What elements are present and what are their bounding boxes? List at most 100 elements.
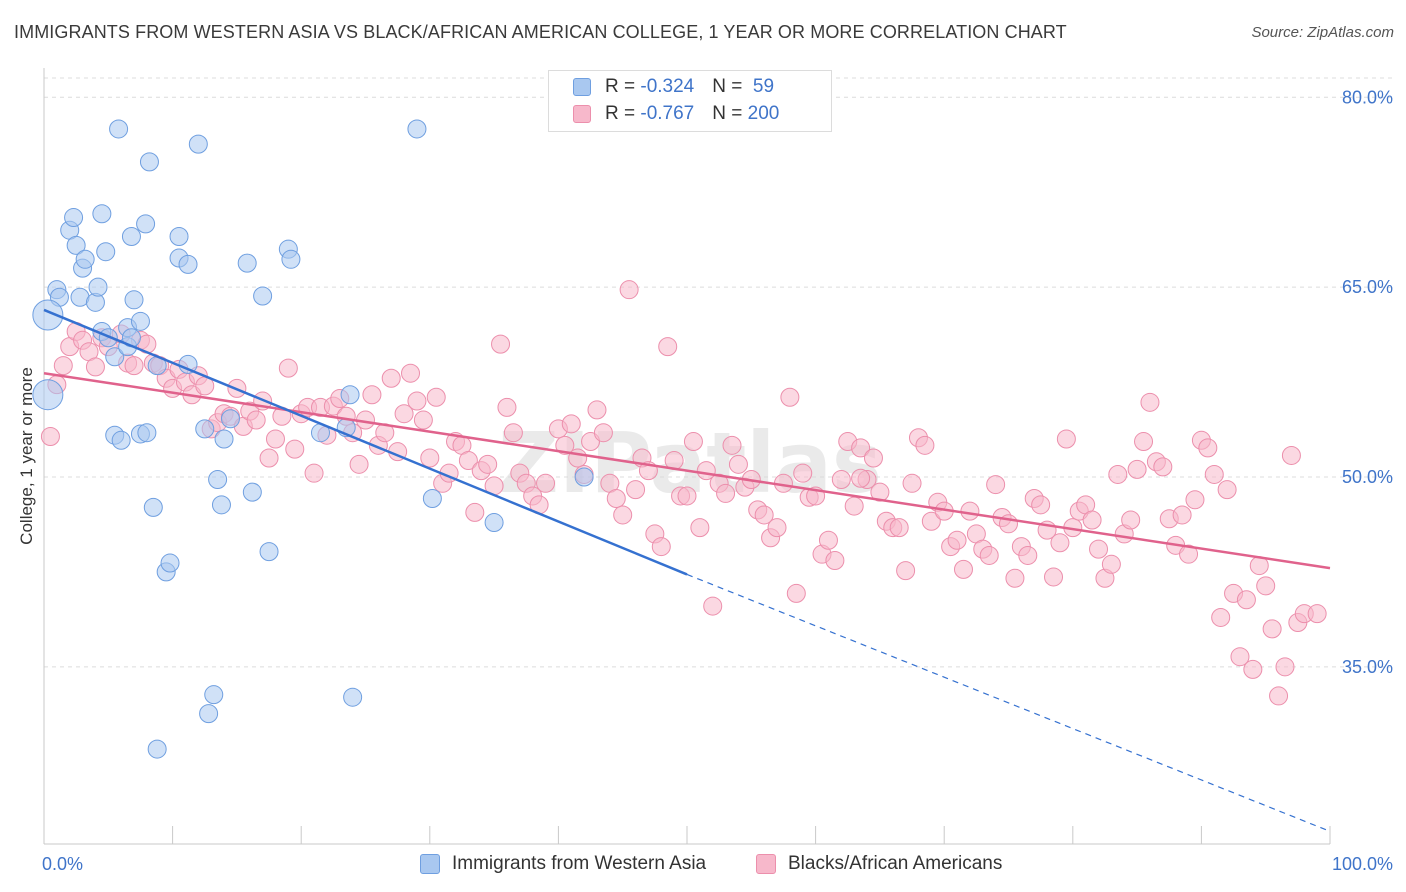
blue-point <box>237 253 257 273</box>
pink-point <box>690 518 710 538</box>
series-name-pink: Blacks/African Americans <box>788 853 1003 874</box>
pink-point <box>921 511 941 531</box>
pink-point <box>1089 539 1109 559</box>
y-tick-label: 65.0% <box>1342 277 1393 297</box>
pink-point <box>407 391 427 411</box>
pink-point <box>458 451 478 471</box>
legend-n-label: N = <box>712 103 748 124</box>
pink-point <box>831 470 851 490</box>
trend-lines <box>43 308 1331 832</box>
pink-point <box>844 496 864 516</box>
pink-point <box>626 480 646 500</box>
legend-r-value: -0.324 <box>640 76 695 97</box>
x-tick-label: 100.0% <box>1332 854 1393 874</box>
pink-point <box>613 505 633 525</box>
pink-point <box>1056 429 1076 449</box>
blue-point <box>195 419 215 439</box>
y-tick-label: 80.0% <box>1342 87 1393 107</box>
x-tick-label: 0.0% <box>42 854 83 874</box>
pink-point <box>1140 392 1160 412</box>
pink-point <box>658 337 678 357</box>
legend-row-blue: R = -0.324 N = 59 <box>573 75 774 99</box>
pink-point <box>413 410 433 430</box>
blue-point <box>147 739 167 759</box>
pink-legend-swatch-icon <box>756 854 776 874</box>
blue-point <box>253 286 273 306</box>
source-label: Source: ZipAtlas.com <box>1251 24 1394 41</box>
blue-point <box>32 379 64 411</box>
blue-legend-swatch-icon <box>420 854 440 874</box>
pink-point <box>420 448 440 468</box>
pink-point <box>381 368 401 388</box>
pink-point <box>491 334 511 354</box>
pink-point <box>863 448 883 468</box>
pink-point <box>728 454 748 474</box>
blue-point <box>407 119 427 139</box>
pink-point <box>786 583 806 603</box>
pink-point <box>947 530 967 550</box>
pink-point <box>1134 432 1154 452</box>
pink-point <box>259 448 279 468</box>
pink-point <box>619 280 639 300</box>
blue-point <box>208 470 228 490</box>
pink-point <box>1269 686 1289 706</box>
pink-point <box>85 357 105 377</box>
pink-point <box>478 454 498 474</box>
blue-point <box>64 208 84 228</box>
blue-series <box>32 119 594 759</box>
pink-point <box>426 387 446 407</box>
series-legend-blue: Immigrants from Western Asia <box>420 852 706 876</box>
blue-swatch-icon <box>573 78 591 96</box>
pink-point <box>1050 533 1070 553</box>
blue-point <box>96 242 116 262</box>
pink-point <box>362 385 382 405</box>
blue-point <box>169 227 189 247</box>
pink-point <box>793 463 813 483</box>
pink-point <box>124 356 144 376</box>
pink-point <box>1307 604 1327 624</box>
stats-legend: R = -0.324 N = 59 R = -0.767 N = 200 <box>548 70 832 132</box>
blue-point <box>139 152 159 172</box>
pink-point <box>53 356 73 376</box>
pink-point <box>1198 438 1218 458</box>
pink-point <box>465 502 485 522</box>
pink-point <box>265 429 285 449</box>
pink-point <box>825 551 845 571</box>
pink-point <box>394 404 414 424</box>
pink-point <box>953 559 973 579</box>
blue-point <box>109 119 129 139</box>
blue-point <box>204 685 224 705</box>
pink-point <box>568 448 588 468</box>
pink-point <box>503 423 523 443</box>
pink-point <box>1121 510 1141 530</box>
y-tick-label: 35.0% <box>1342 657 1393 677</box>
y-tick-label: 50.0% <box>1342 467 1393 487</box>
series-legend-pink: Blacks/African Americans <box>756 852 1002 876</box>
legend-r-label: R = <box>605 76 641 97</box>
legend-row-pink: R = -0.767 N = 200 <box>573 102 779 126</box>
pink-point <box>1236 590 1256 610</box>
blue-point <box>484 513 504 533</box>
pink-point <box>979 545 999 565</box>
blue-point <box>111 430 131 450</box>
pink-point <box>246 410 266 430</box>
blue-point <box>130 311 150 331</box>
blue-point <box>214 429 234 449</box>
blue-point <box>121 227 141 247</box>
legend-r-value: -0.767 <box>640 103 695 124</box>
blue-point <box>281 249 301 269</box>
blue-point <box>124 290 144 310</box>
pink-point <box>1185 490 1205 510</box>
blue-point <box>343 687 363 707</box>
pink-point <box>677 486 697 506</box>
blue-point <box>137 423 157 443</box>
pink-point <box>1018 545 1038 565</box>
pink-point <box>1204 464 1224 484</box>
blue-point <box>211 495 231 515</box>
blue-point <box>66 235 86 255</box>
pink-point <box>593 423 613 443</box>
pink-point <box>960 501 980 521</box>
blue-point <box>574 467 594 487</box>
pink-point <box>285 439 305 459</box>
blue-point <box>422 488 442 508</box>
